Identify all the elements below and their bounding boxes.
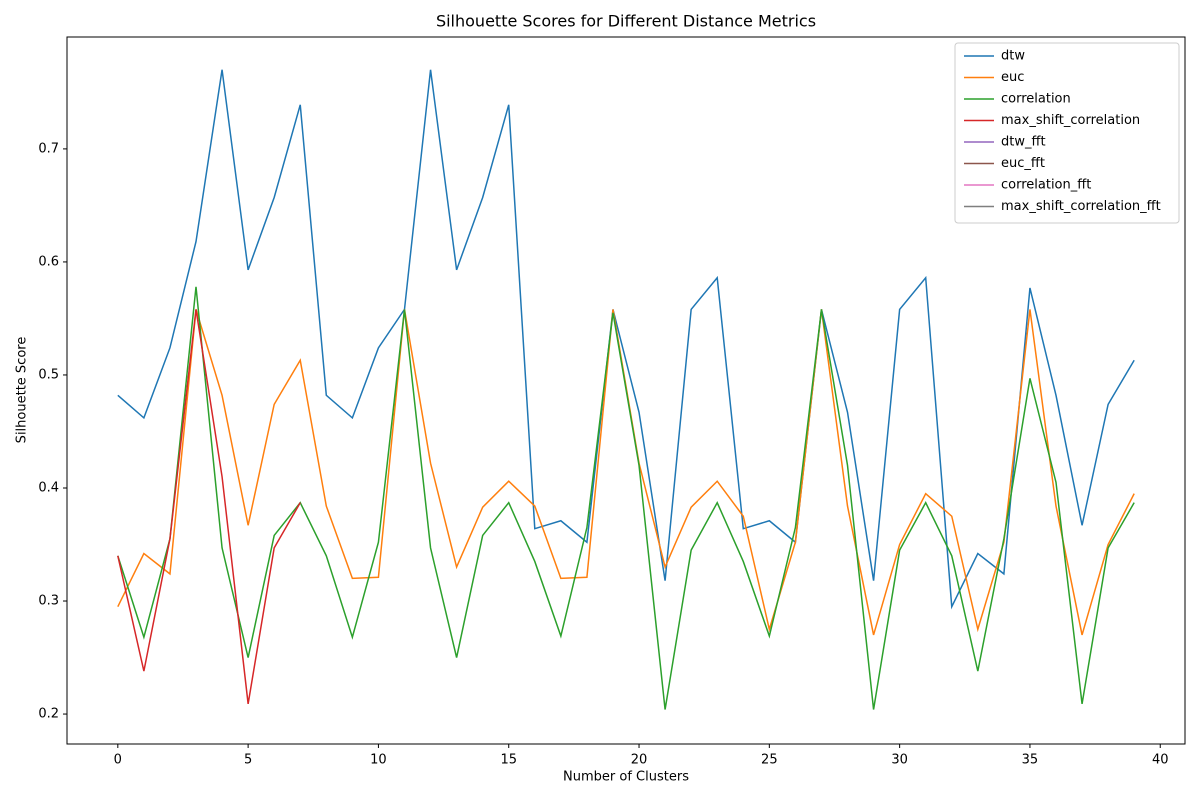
x-tick-label: 10: [370, 753, 387, 768]
legend-box: [954, 42, 1180, 224]
legend-label: correlation_fft: [1001, 178, 1091, 193]
legend-label: dtw: [1001, 49, 1025, 64]
series-line: [117, 69, 1135, 610]
x-tick-label: 15: [500, 753, 517, 768]
y-tick-label: 0.3: [38, 594, 59, 609]
y-tick-label: 0.2: [38, 707, 59, 722]
x-tick-label: 0: [114, 753, 122, 768]
series-line: [117, 286, 1135, 710]
chart-title: Silhouette Scores for Different Distance…: [436, 12, 816, 31]
x-tick-label: 25: [761, 753, 778, 768]
x-tick-label: 35: [1022, 753, 1039, 768]
legend-label: correlation: [1001, 92, 1071, 107]
y-tick-label: 0.7: [38, 141, 59, 156]
legend-label: euc_fft: [1001, 156, 1045, 171]
y-tick-label: 0.4: [38, 480, 59, 495]
y-tick-label: 0.6: [38, 254, 59, 269]
x-tick-label: 30: [891, 753, 908, 768]
legend-label: euc: [1001, 70, 1024, 85]
x-tick-label: 20: [631, 753, 648, 768]
plot-frame: [66, 36, 1186, 745]
legend-label: max_shift_correlation: [1001, 113, 1140, 128]
x-tick-label: 40: [1152, 753, 1169, 768]
y-tick-label: 0.5: [38, 367, 59, 382]
x-tick-label: 5: [244, 753, 252, 768]
legend-label: dtw_fft: [1001, 135, 1046, 150]
x-axis-label: Number of Clusters: [563, 770, 689, 785]
series-line: [117, 309, 301, 704]
legend-label: max_shift_correlation_fft: [1001, 199, 1161, 214]
y-axis-label: Silhouette Score: [15, 337, 30, 444]
